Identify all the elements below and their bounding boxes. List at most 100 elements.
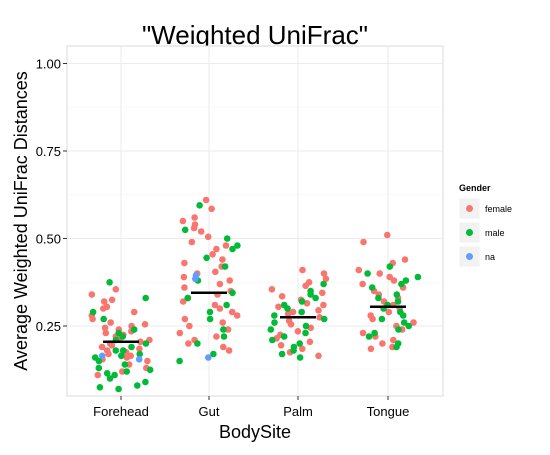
data-point-female bbox=[360, 238, 367, 246]
data-point-female bbox=[401, 256, 409, 263]
data-point-female bbox=[225, 347, 233, 354]
y-tick-label: 0.50 bbox=[36, 232, 61, 247]
data-point-male bbox=[398, 280, 405, 288]
data-point-male bbox=[368, 284, 376, 291]
data-point-female bbox=[275, 303, 282, 311]
data-point-male bbox=[386, 263, 394, 270]
data-point-male bbox=[106, 375, 114, 382]
data-point-female bbox=[108, 296, 116, 304]
legend-key-female bbox=[466, 205, 473, 212]
data-point-male bbox=[371, 329, 378, 337]
data-point-male bbox=[414, 273, 422, 281]
chart-title: "Weighted UniFrac" bbox=[142, 20, 368, 50]
data-point-female bbox=[299, 345, 306, 353]
data-point-female bbox=[144, 357, 151, 365]
data-point-female bbox=[322, 275, 330, 283]
data-point-female bbox=[100, 305, 107, 312]
legend-title: Gender bbox=[459, 183, 491, 193]
data-points bbox=[88, 196, 422, 393]
data-point-male bbox=[194, 340, 201, 347]
data-point-male bbox=[302, 329, 309, 337]
data-point-male bbox=[296, 354, 304, 361]
y-tick-label: 0.75 bbox=[36, 144, 61, 159]
data-point-female bbox=[315, 307, 322, 314]
legend-label: male bbox=[485, 228, 505, 238]
data-point-female bbox=[289, 308, 297, 316]
data-point-male bbox=[142, 378, 149, 386]
data-point-male bbox=[100, 315, 107, 323]
data-point-female bbox=[123, 354, 131, 361]
data-point-female bbox=[287, 321, 295, 328]
data-point-female bbox=[390, 336, 397, 344]
data-point-female bbox=[410, 319, 417, 326]
data-point-male bbox=[229, 245, 236, 253]
data-point-female bbox=[202, 196, 210, 204]
data-point-male bbox=[95, 364, 103, 372]
data-point-female bbox=[137, 338, 144, 346]
data-point-female bbox=[212, 268, 219, 276]
data-point-male bbox=[395, 326, 402, 333]
data-point-female bbox=[188, 238, 196, 246]
data-point-male bbox=[206, 308, 214, 316]
data-point-male bbox=[267, 326, 275, 333]
data-point-male bbox=[312, 294, 319, 302]
data-point-female bbox=[320, 270, 328, 277]
legend-key-na bbox=[466, 253, 473, 260]
legend-label: female bbox=[485, 204, 512, 214]
data-point-female bbox=[179, 217, 187, 225]
data-point-male bbox=[184, 294, 191, 302]
data-point-female bbox=[390, 277, 398, 284]
x-axis-label: BodySite bbox=[219, 422, 291, 442]
data-point-male bbox=[220, 326, 227, 333]
y-tick-label: 0.25 bbox=[36, 319, 61, 334]
data-point-female bbox=[98, 343, 106, 351]
data-point-female bbox=[181, 315, 189, 323]
data-point-female bbox=[222, 242, 230, 249]
data-point-male bbox=[399, 312, 407, 319]
data-point-male bbox=[269, 336, 276, 344]
data-point-male bbox=[320, 280, 327, 288]
data-point-female bbox=[216, 280, 224, 288]
data-point-male bbox=[119, 333, 126, 340]
x-tick-label: Gut bbox=[199, 404, 220, 419]
data-point-male bbox=[280, 333, 288, 340]
data-point-male bbox=[405, 322, 413, 330]
data-point-female bbox=[181, 284, 188, 291]
data-point-male bbox=[290, 347, 297, 354]
data-point-female bbox=[228, 308, 236, 316]
data-point-male bbox=[307, 291, 314, 298]
data-point-female bbox=[384, 231, 391, 239]
data-point-female bbox=[220, 343, 227, 351]
data-point-male bbox=[221, 263, 229, 270]
x-axis: Forehead Gut Palm Tongue bbox=[93, 396, 409, 419]
data-point-female bbox=[277, 342, 285, 349]
data-point-male bbox=[196, 202, 203, 209]
data-point-female bbox=[219, 319, 226, 326]
data-point-male bbox=[402, 277, 410, 284]
data-point-male bbox=[106, 279, 113, 286]
data-point-female bbox=[278, 293, 286, 300]
data-point-female bbox=[89, 315, 96, 323]
data-point-female bbox=[359, 280, 366, 288]
x-tick-label: Tongue bbox=[367, 404, 410, 419]
data-point-female bbox=[107, 319, 114, 326]
data-point-male bbox=[393, 291, 401, 298]
data-point-male bbox=[229, 289, 236, 297]
data-point-female bbox=[130, 308, 138, 316]
data-point-male bbox=[234, 242, 241, 249]
data-point-female bbox=[180, 273, 188, 281]
data-point-female bbox=[101, 324, 109, 332]
data-point-male bbox=[103, 370, 111, 377]
data-point-male bbox=[220, 333, 228, 340]
data-point-female bbox=[179, 298, 187, 305]
data-point-male bbox=[365, 333, 373, 340]
data-point-male bbox=[400, 319, 408, 326]
data-point-female bbox=[213, 245, 220, 253]
data-point-female bbox=[197, 228, 205, 235]
data-point-female bbox=[379, 340, 386, 347]
data-point-female bbox=[88, 291, 96, 298]
data-point-female bbox=[208, 205, 215, 213]
data-point-female bbox=[359, 329, 367, 337]
data-point-male bbox=[375, 294, 382, 302]
